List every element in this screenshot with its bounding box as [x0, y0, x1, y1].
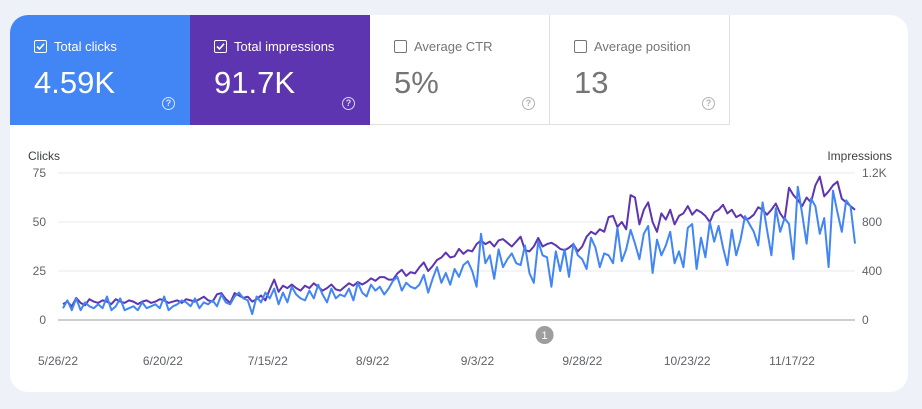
right-tick-label: 800	[862, 215, 882, 229]
metric-label: Average position	[594, 39, 691, 54]
x-tick-label: 9/28/22	[562, 354, 602, 368]
right-tick-label: 0	[862, 313, 869, 327]
metric-tile-total-impressions[interactable]: Total impressions 91.7K ?	[190, 15, 370, 125]
help-icon[interactable]: ?	[162, 97, 175, 110]
checkbox-checked-icon[interactable]	[34, 40, 47, 53]
left-tick-label: 25	[33, 264, 47, 278]
help-icon[interactable]: ?	[702, 97, 715, 110]
left-tick-label: 50	[33, 215, 47, 229]
impressions-series-line	[62, 175, 856, 308]
help-icon[interactable]: ?	[522, 97, 535, 110]
metric-label: Total clicks	[54, 39, 117, 54]
metric-value: 5%	[394, 65, 439, 100]
x-tick-label: 8/9/22	[356, 354, 390, 368]
annotation-marker[interactable]: 1	[535, 326, 554, 344]
annotation-label: 1	[542, 330, 548, 342]
x-tick-label: 6/20/22	[143, 354, 183, 368]
metric-value: 91.7K	[214, 65, 296, 100]
x-tick-label: 5/26/22	[38, 354, 78, 368]
x-tick-label: 9/3/22	[461, 354, 495, 368]
metric-value: 4.59K	[34, 65, 116, 100]
left-axis-ticks: 0 25 50 75	[33, 166, 47, 327]
metric-tiles: Total clicks 4.59K ? Total impressions 9…	[10, 15, 730, 125]
left-tick-label: 75	[33, 166, 47, 180]
left-axis-title: Clicks	[28, 149, 60, 163]
x-tick-label: 10/23/22	[664, 354, 711, 368]
metric-tile-average-ctr[interactable]: Average CTR 5% ?	[370, 15, 550, 125]
help-icon[interactable]: ?	[342, 97, 355, 110]
right-tick-label: 400	[862, 264, 882, 278]
left-tick-label: 0	[39, 313, 46, 327]
performance-chart: Clicks Impressions 0 25 50 75 0 400 800 1.2K 5…	[28, 149, 892, 368]
x-axis-ticks: 5/26/22 6/20/22 7/15/22 8/9/22 9/3/22 9/28/22…	[38, 354, 815, 368]
metric-tile-total-clicks[interactable]: Total clicks 4.59K ?	[10, 15, 190, 125]
right-axis-ticks: 0 400 800 1.2K	[862, 166, 887, 327]
performance-card: Total clicks 4.59K ? Total impressions 9…	[10, 15, 908, 392]
right-axis-title: Impressions	[827, 149, 892, 163]
metric-label: Average CTR	[414, 39, 493, 54]
checkbox-unchecked-icon[interactable]	[394, 40, 407, 53]
metric-value: 13	[574, 65, 609, 100]
x-tick-label: 7/15/22	[248, 354, 288, 368]
clicks-series-line	[62, 185, 856, 316]
checkbox-checked-icon[interactable]	[214, 40, 227, 53]
checkbox-unchecked-icon[interactable]	[574, 40, 587, 53]
metric-label: Total impressions	[234, 39, 335, 54]
metric-tile-average-position[interactable]: Average position 13 ?	[550, 15, 730, 125]
series-lines	[62, 175, 856, 316]
x-tick-label: 11/17/22	[769, 354, 815, 368]
right-tick-label: 1.2K	[862, 166, 887, 180]
